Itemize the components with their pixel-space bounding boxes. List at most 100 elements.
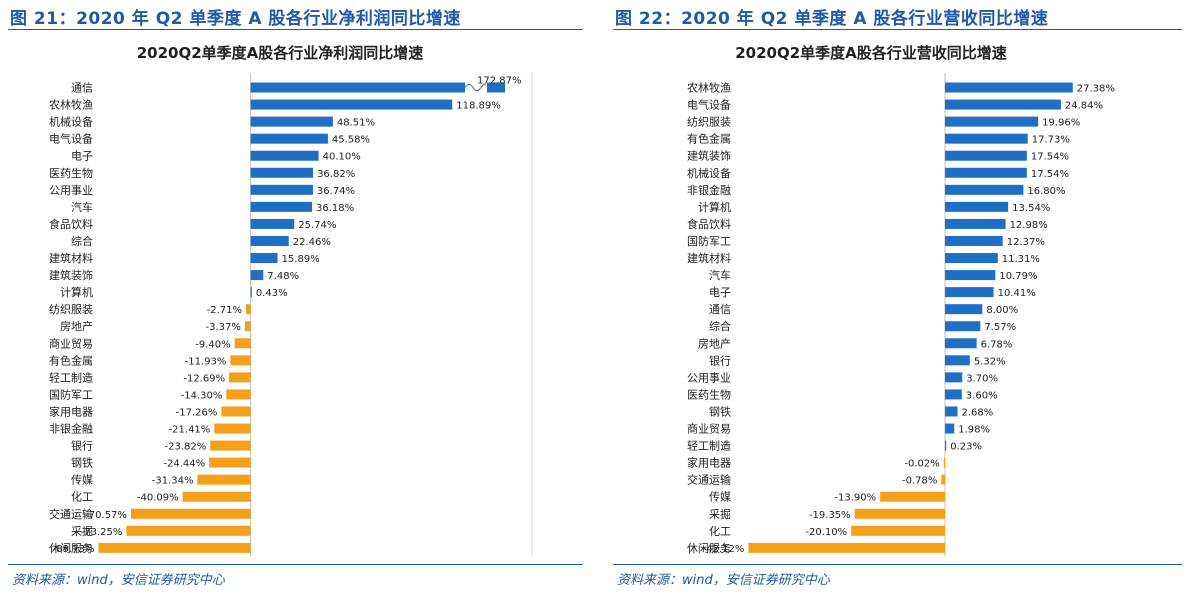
- right-bar: [945, 133, 1028, 144]
- left-bar: [250, 133, 328, 144]
- right-value-label: -0.78%: [902, 476, 937, 487]
- right-value-label: 17.54%: [1031, 152, 1069, 163]
- right-category-label: 国防军工: [687, 234, 731, 248]
- left-category-label: 计算机: [60, 285, 93, 299]
- right-category-label: 钢铁: [709, 405, 731, 418]
- left-value-label: -24.44%: [163, 459, 205, 470]
- left-bar: [250, 82, 505, 93]
- right-value-label: 13.54%: [1012, 203, 1050, 214]
- right-bar: [945, 440, 947, 451]
- right-bar: [945, 372, 963, 383]
- left-bar: [234, 338, 251, 349]
- right-value-label: 11.31%: [1002, 254, 1040, 265]
- left-bar: [250, 184, 313, 195]
- left-bar: [250, 201, 312, 212]
- left-category-label: 交通运输: [49, 507, 93, 521]
- left-bar: [130, 508, 251, 519]
- right-bar: [945, 423, 955, 434]
- left-bar: [250, 270, 264, 281]
- right-bar: [941, 474, 945, 485]
- left-figure-title: 图 21：2020 年 Q2 单季度 A 股各行业净利润同比增速: [10, 9, 461, 29]
- right-bar: [945, 253, 998, 264]
- left-category-label: 农林牧渔: [49, 98, 93, 112]
- left-bar: [197, 474, 251, 485]
- left-category-label: 电气设备: [49, 132, 93, 146]
- right-value-label: 3.70%: [966, 373, 998, 384]
- right-value-label: -20.10%: [805, 527, 847, 538]
- left-bar: [250, 116, 333, 127]
- right-source-note: 资料来源：wind，安信证券研究中心: [617, 573, 830, 588]
- right-category-label: 食品饮料: [687, 217, 731, 231]
- right-value-label: 3.60%: [966, 390, 998, 401]
- left-value-label: 25.74%: [298, 220, 336, 231]
- right-bar: [945, 406, 958, 417]
- right-bar: [945, 150, 1027, 161]
- left-bar: [250, 253, 278, 264]
- left-category-label: 机械设备: [49, 115, 93, 129]
- right-bar: [945, 355, 970, 366]
- right-bar: [943, 457, 945, 468]
- right-value-label: 2.68%: [962, 407, 994, 418]
- left-bar: [210, 440, 251, 451]
- left-bar: [209, 457, 251, 468]
- right-category-label: 休闲服务: [687, 541, 731, 555]
- right-value-label: 10.41%: [998, 288, 1036, 299]
- right-value-label: 19.96%: [1042, 118, 1080, 129]
- left-category-label: 纺织服装: [49, 302, 93, 316]
- left-category-label: 银行: [71, 439, 93, 453]
- left-category-label: 汽车: [71, 200, 93, 214]
- right-bar: [854, 508, 945, 519]
- left-category-label: 建筑装饰: [49, 268, 93, 282]
- right-category-label: 通信: [709, 303, 731, 316]
- right-category-label: 银行: [709, 353, 731, 367]
- left-value-label: -9.40%: [195, 339, 230, 350]
- left-value-label: -11.93%: [185, 356, 227, 367]
- left-category-label: 钢铁: [71, 457, 93, 470]
- right-category-label: 建筑装饰: [687, 149, 731, 163]
- left-category-label: 综合: [71, 234, 93, 248]
- left-bar: [244, 321, 251, 332]
- left-axis-break-mark: [464, 83, 486, 92]
- left-value-label: -14.30%: [181, 390, 223, 401]
- right-value-label: 12.98%: [1010, 220, 1048, 231]
- right-bar: [945, 235, 1003, 246]
- left-bar: [250, 150, 319, 161]
- right-bar: [945, 201, 1009, 212]
- left-category-label: 食品饮料: [49, 217, 93, 231]
- left-category-label: 医药生物: [49, 166, 93, 180]
- left-value-label: 40.10%: [323, 152, 361, 163]
- right-category-label: 汽车: [709, 268, 731, 282]
- right-value-label: 6.78%: [981, 339, 1013, 350]
- right-chart-title: 2020Q2单季度A股各行业营收同比增速: [735, 44, 1007, 62]
- left-category-label: 商业贸易: [49, 336, 93, 350]
- right-value-label: 27.38%: [1077, 84, 1115, 95]
- right-value-label: 16.80%: [1027, 186, 1065, 197]
- right-value-label: 24.84%: [1065, 101, 1103, 112]
- right-category-label: 医药生物: [687, 387, 731, 401]
- left-value-label: -12.69%: [183, 373, 225, 384]
- left-top-rule: [8, 29, 583, 30]
- left-bar: [250, 99, 453, 110]
- right-category-label: 家用电器: [687, 456, 731, 470]
- right-value-label: 17.54%: [1031, 169, 1069, 180]
- right-category-label: 机械设备: [687, 166, 731, 180]
- left-category-label: 公用事业: [49, 184, 93, 197]
- right-category-label: 采掘: [709, 507, 731, 521]
- left-value-label: 45.58%: [332, 135, 370, 146]
- left-category-label: 采掘: [71, 524, 93, 538]
- left-category-label: 非银金融: [49, 422, 93, 436]
- left-bar: [250, 167, 314, 178]
- left-category-label: 建筑材料: [49, 251, 93, 265]
- left-category-label: 轻工制造: [49, 370, 93, 384]
- left-value-label: -40.09%: [137, 493, 179, 504]
- right-category-label: 纺织服装: [687, 115, 731, 129]
- right-bar: [945, 270, 996, 281]
- left-value-label: -17.26%: [176, 407, 218, 418]
- right-bar: [945, 389, 962, 400]
- left-bar: [182, 491, 251, 502]
- left-value-label: -31.34%: [152, 476, 194, 487]
- left-category-label: 通信: [71, 82, 93, 95]
- right-category-label: 交通运输: [687, 473, 731, 487]
- left-category-label: 房地产: [60, 319, 93, 333]
